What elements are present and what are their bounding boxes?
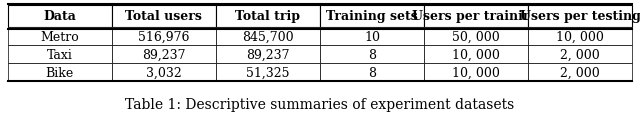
Text: Table 1: Descriptive summaries of experiment datasets: Table 1: Descriptive summaries of experi… bbox=[125, 97, 515, 111]
